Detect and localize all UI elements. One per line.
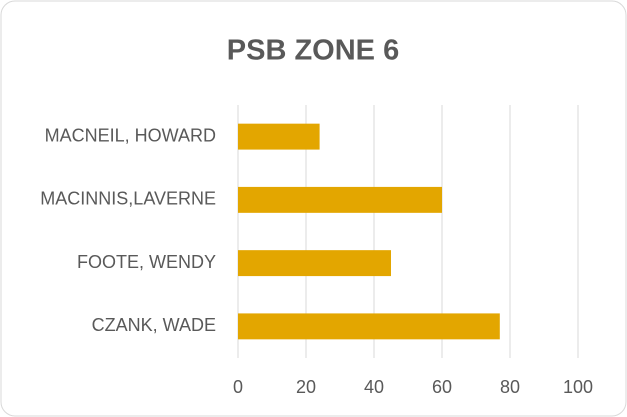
y-tick-label: MACNEIL, HOWARD [45, 125, 216, 145]
bar [238, 186, 442, 213]
y-tick-label: CZANK, WADE [92, 315, 216, 335]
y-tick-label: MACINNIS,LAVERNE [40, 189, 216, 209]
bar [238, 123, 320, 150]
chart-title: PSB ZONE 6 [227, 35, 399, 67]
x-tick-label: 0 [233, 377, 243, 397]
x-tick-label: 20 [296, 377, 316, 397]
y-tick-label: FOOTE, WENDY [77, 252, 216, 272]
x-tick-label: 80 [500, 377, 520, 397]
x-tick-label: 60 [432, 377, 452, 397]
x-tick-label: 100 [563, 377, 593, 397]
bar [238, 313, 500, 340]
bar [238, 250, 391, 277]
x-tick-label: 40 [364, 377, 384, 397]
